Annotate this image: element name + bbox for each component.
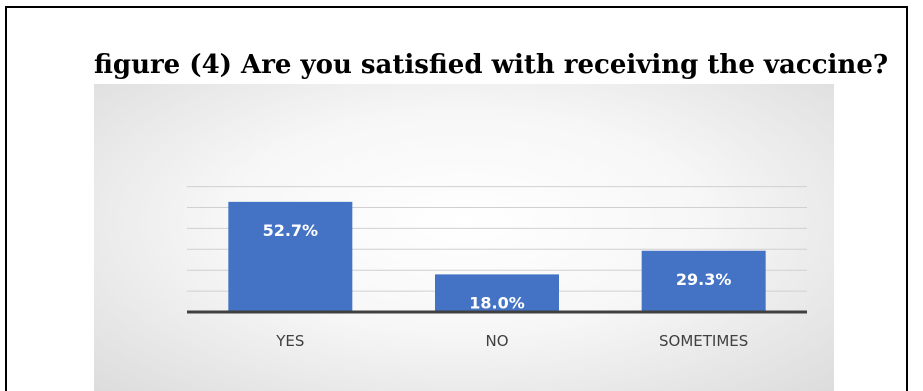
category-label: YES	[275, 332, 304, 350]
data-label: 52.7%	[263, 221, 319, 240]
figure-caption: figure (4) Are you satisfied with receiv…	[94, 50, 889, 80]
bar-no	[435, 274, 559, 312]
bar-chart: 52.7% YES 18.0% NO 29.3% SOMETIMES	[187, 186, 807, 350]
bar-sometimes	[641, 250, 766, 312]
category-label: SOMETIMES	[659, 332, 748, 350]
labels: 52.7% YES 18.0% NO 29.3% SOMETIMES	[263, 221, 749, 350]
data-label: 29.3%	[676, 270, 732, 289]
bars	[228, 201, 766, 312]
chart-area: 52.7% YES 18.0% NO 29.3% SOMETIMES	[94, 84, 834, 391]
data-label: 18.0%	[469, 293, 525, 312]
figure-frame	[5, 6, 908, 391]
bar-yes	[228, 201, 353, 312]
category-label: NO	[485, 332, 508, 350]
